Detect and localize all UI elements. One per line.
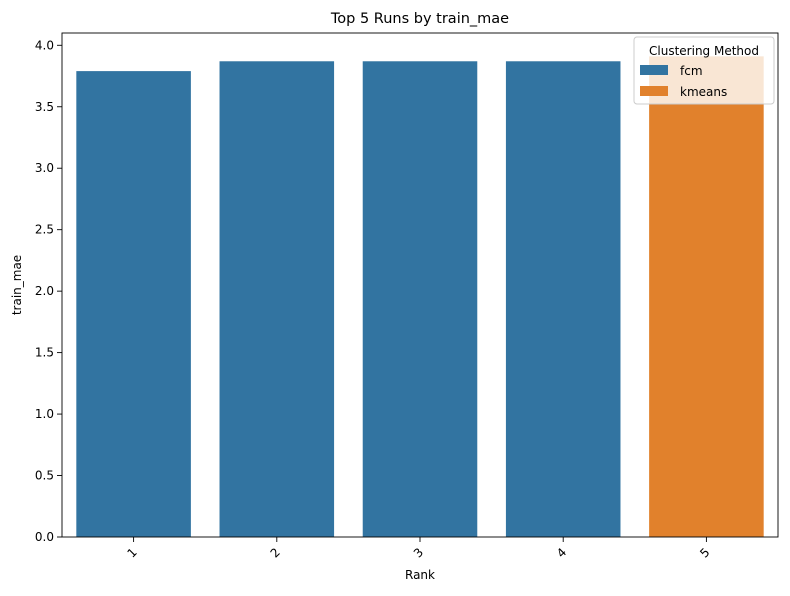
x-tick-label: 4 [554,545,569,560]
bar [219,61,335,538]
x-tick-label: 1 [124,545,139,560]
y-tick-label: 4.0 [35,38,54,52]
plot-frame [61,32,779,538]
legend-swatch [640,86,668,96]
legend-title: Clustering Method [649,44,759,58]
y-tick-label: 2.0 [35,284,54,298]
y-tick-label: 0.5 [35,469,54,483]
x-tick-label: 3 [411,545,426,560]
y-tick-label: 3.0 [35,161,54,175]
bar [505,61,621,538]
y-tick-label: 1.0 [35,407,54,421]
chart-title: Top 5 Runs by train_mae [330,11,509,27]
bar [649,56,764,537]
legend-label: fcm [680,64,703,78]
y-axis-label: train_mae [10,255,24,315]
x-tick-label: 2 [268,545,283,560]
x-axis-label: Rank [405,568,435,582]
bars [76,56,764,538]
bar [362,61,478,538]
y-tick-label: 2.5 [35,223,54,237]
y-tick-label: 3.5 [35,100,54,114]
legend-box [633,36,775,105]
y-axis: 0.0 0.5 1.0 1.5 2.0 2.5 3.0 3.5 4.0 [35,38,62,544]
legend-label: kmeans [680,85,727,99]
x-tick-label: 5 [697,545,712,560]
legend: Clustering Method fcm kmeans [633,36,775,105]
x-axis: 1 2 3 4 5 [124,537,713,561]
y-tick-label: 1.5 [35,346,54,360]
legend-swatch [640,65,668,75]
bar [76,71,191,538]
y-tick-label: 0.0 [35,530,54,544]
